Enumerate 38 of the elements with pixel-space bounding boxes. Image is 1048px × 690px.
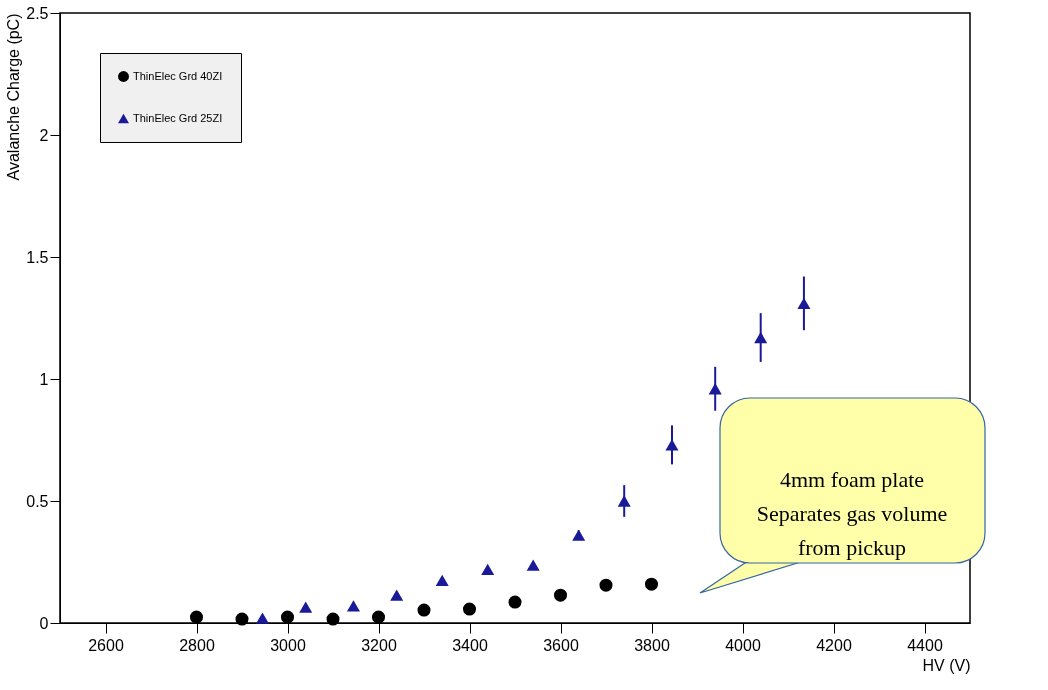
point	[481, 563, 495, 575]
y-tick-label: 1.5	[26, 248, 49, 266]
x-tick-label: 4200	[816, 636, 852, 654]
point	[346, 600, 360, 612]
point	[526, 559, 540, 571]
x-tick-label: 3200	[361, 636, 397, 654]
legend-label: ThinElec Grd 40ZI	[133, 69, 223, 82]
point	[280, 610, 295, 624]
y-axis-title: Avalanche Charge (pC)	[5, 13, 23, 181]
y-tick-label: 1	[39, 370, 49, 388]
x-tick-label: 3400	[452, 636, 488, 654]
point	[508, 595, 522, 609]
x-tick-label: 3600	[543, 636, 579, 654]
y-tick-label: 0	[39, 614, 49, 632]
point	[599, 578, 613, 592]
legend-label: ThinElec Grd 25ZI	[133, 111, 223, 124]
point	[326, 612, 340, 626]
point	[255, 612, 269, 624]
y-tick-label: 2	[39, 126, 49, 144]
point	[189, 610, 204, 624]
point	[299, 601, 313, 613]
point	[553, 588, 568, 602]
x-tick-label: 3000	[270, 636, 306, 654]
point	[644, 577, 659, 591]
x-axis-title: HV (V)	[922, 656, 971, 674]
x-tick-label: 4400	[907, 636, 943, 654]
x-tick-label: 2600	[88, 636, 124, 654]
x-tick-label: 4000	[725, 636, 761, 654]
y-tick-label: 2.5	[26, 4, 49, 22]
x-tick-label: 2800	[179, 636, 215, 654]
point	[435, 574, 449, 586]
point	[235, 612, 249, 626]
point	[462, 602, 477, 616]
point	[417, 603, 431, 617]
y-tick-label: 0.5	[26, 492, 49, 510]
x-tick-label: 3800	[634, 636, 670, 654]
point	[371, 610, 386, 624]
point	[390, 589, 404, 601]
